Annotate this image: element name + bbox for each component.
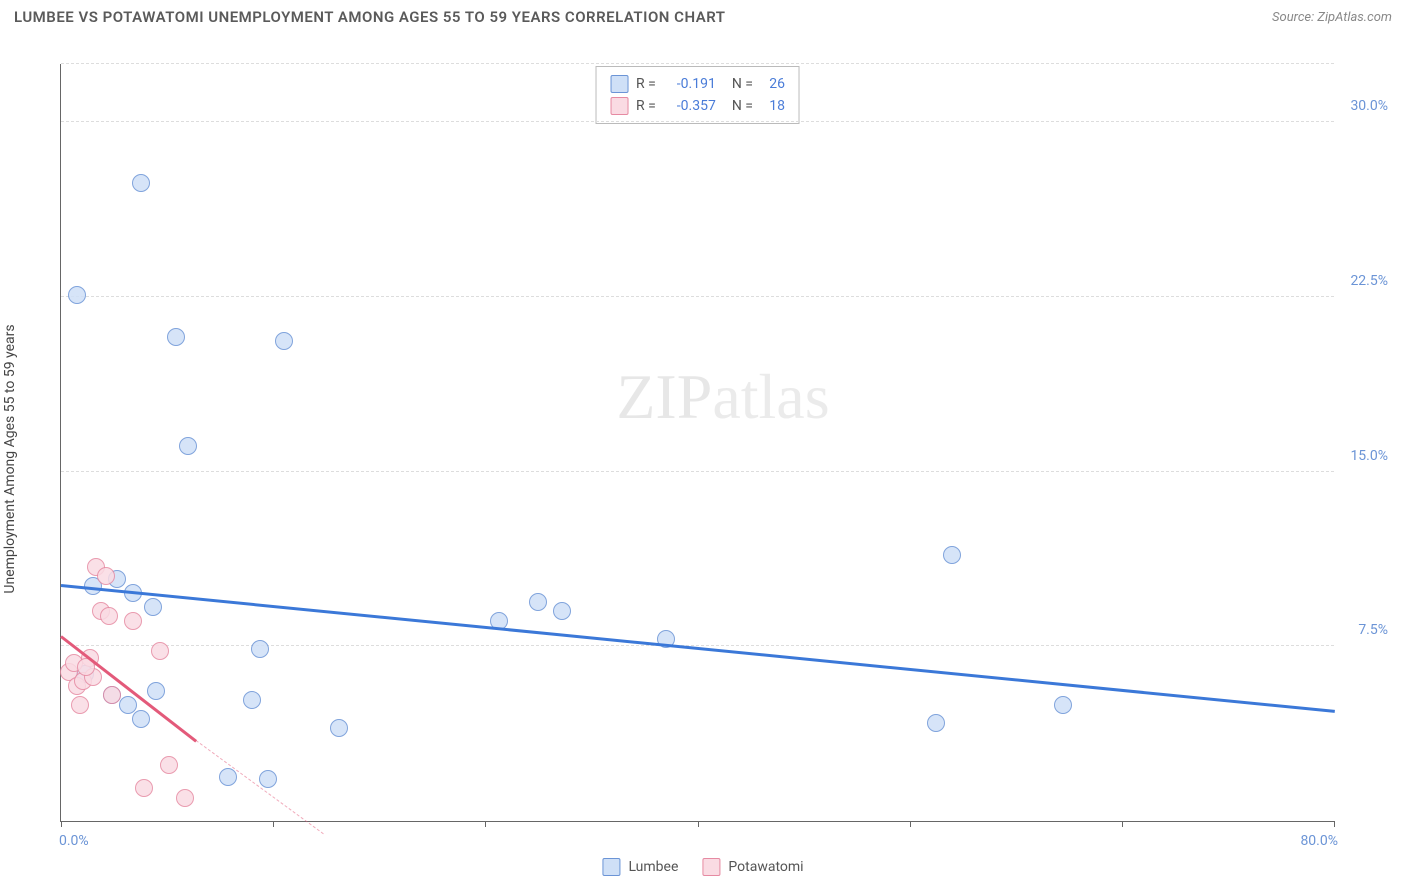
plot-area: ZIPatlas R =-0.191N =26R =-0.357N =18 7.…: [60, 64, 1334, 822]
n-value: 26: [761, 76, 785, 92]
data-point: [68, 286, 86, 304]
legend-item: Lumbee: [602, 858, 678, 876]
data-point: [275, 332, 293, 350]
data-point: [132, 710, 150, 728]
legend-swatch: [610, 97, 628, 115]
data-point: [100, 607, 118, 625]
data-point: [251, 640, 269, 658]
watermark: ZIPatlas: [616, 360, 829, 434]
data-point: [330, 719, 348, 737]
x-tick: [1122, 821, 1123, 827]
x-tick: [273, 821, 274, 827]
x-tick: [698, 821, 699, 827]
legend-swatch: [602, 858, 620, 876]
legend-item: Potawatomi: [702, 858, 803, 876]
legend-label: Potawatomi: [728, 859, 803, 875]
data-point: [243, 691, 261, 709]
stat-label: N =: [732, 76, 753, 92]
data-point: [167, 328, 185, 346]
y-tick-label: 15.0%: [1350, 448, 1388, 464]
data-point: [97, 567, 115, 585]
data-point: [135, 779, 153, 797]
gridline: [61, 296, 1334, 297]
data-point: [553, 602, 571, 620]
data-point: [943, 546, 961, 564]
data-point: [71, 696, 89, 714]
stats-row: R = -0.191 N = 26: [610, 73, 785, 95]
stats-row: R = -0.357 N = 18: [610, 95, 785, 117]
x-tick: [1334, 821, 1335, 827]
x-tick: [61, 821, 62, 827]
trend-line: [196, 740, 324, 834]
x-max-label: 80.0%: [1300, 833, 1338, 849]
x-tick: [910, 821, 911, 827]
y-tick-label: 22.5%: [1350, 273, 1388, 289]
gridline: [61, 121, 1334, 122]
stats-legend-box: R = -0.191 N = 26 R = -0.357 N = 18: [595, 66, 800, 124]
data-point: [151, 642, 169, 660]
source-attribution: Source: ZipAtlas.com: [1272, 10, 1392, 25]
data-point: [927, 714, 945, 732]
data-point: [132, 174, 150, 192]
stat-label: R =: [636, 76, 656, 92]
legend: Lumbee Potawatomi: [602, 858, 803, 876]
data-point: [160, 756, 178, 774]
y-tick-label: 7.5%: [1358, 622, 1388, 638]
data-point: [124, 612, 142, 630]
y-axis-label: Unemployment Among Ages 55 to 59 years: [2, 324, 18, 593]
data-point: [176, 789, 194, 807]
data-point: [144, 598, 162, 616]
legend-label: Lumbee: [628, 859, 678, 875]
chart-title: LUMBEE VS POTAWATOMI UNEMPLOYMENT AMONG …: [14, 8, 726, 26]
stat-label: N =: [732, 98, 753, 114]
chart-container: Unemployment Among Ages 55 to 59 years Z…: [14, 40, 1392, 878]
data-point: [529, 593, 547, 611]
stat-label: R =: [636, 98, 656, 114]
r-value: -0.357: [664, 98, 716, 114]
x-min-label: 0.0%: [59, 833, 89, 849]
data-point: [219, 768, 237, 786]
data-point: [1054, 696, 1072, 714]
y-tick-label: 30.0%: [1350, 98, 1388, 114]
gridline: [61, 471, 1334, 472]
data-point: [103, 686, 121, 704]
legend-swatch: [702, 858, 720, 876]
legend-swatch: [610, 75, 628, 93]
data-point: [147, 682, 165, 700]
data-point: [179, 437, 197, 455]
r-value: -0.191: [664, 76, 716, 92]
data-point: [259, 770, 277, 788]
x-tick: [485, 821, 486, 827]
n-value: 18: [761, 98, 785, 114]
